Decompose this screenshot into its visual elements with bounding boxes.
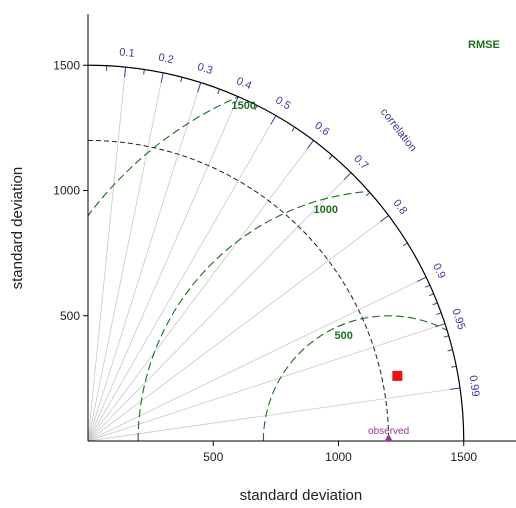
correlation-ray — [87, 72, 164, 442]
rmse-contours — [88, 65, 464, 441]
correlation-major-tick — [450, 387, 461, 390]
correlation-tick-label: 0.9 — [430, 262, 447, 281]
correlation-tick-label: 0.7 — [351, 153, 370, 172]
correlation-major-tick — [416, 276, 427, 283]
correlation-title: correlation — [378, 106, 419, 154]
correlation-major-tick — [197, 82, 202, 93]
y-tick-label: 1000 — [53, 184, 80, 198]
outer-arc — [87, 64, 465, 442]
correlation-tick-label: 0.2 — [157, 52, 174, 67]
correlation-minor-tick — [428, 293, 434, 297]
rmse-contour-label: 500 — [335, 330, 353, 342]
correlation-ray — [87, 140, 314, 442]
x-tick-label: 1000 — [325, 450, 352, 464]
correlation-tick-label: 0.1 — [119, 46, 135, 59]
correlation-tick-label: 0.6 — [312, 120, 331, 139]
correlation-ray — [87, 115, 277, 442]
data-points — [384, 370, 403, 441]
correlation-major-tick — [160, 72, 164, 83]
correlation-major-tick — [380, 215, 389, 222]
correlation-ray — [87, 387, 461, 442]
correlation-minor-tick — [365, 192, 371, 197]
correlation-minor-tick — [143, 69, 145, 75]
max-sd-arc — [87, 64, 465, 442]
x-tick-label: 1500 — [450, 450, 477, 464]
correlation-major-tick — [307, 140, 314, 149]
reference-arc — [87, 139, 390, 442]
rmse-contour-label: 1500 — [232, 100, 256, 112]
correlation-ray — [87, 67, 126, 442]
correlation-ray — [87, 172, 352, 442]
correlation-minor-tick — [254, 105, 258, 111]
rmse-contour-group — [88, 65, 464, 441]
y-axis-title: standard deviation — [9, 167, 26, 290]
correlation-minor-tick — [425, 284, 431, 288]
correlation-ray — [87, 323, 446, 442]
correlation-tick-label: 0.8 — [390, 197, 409, 216]
correlation-ray — [87, 276, 427, 442]
correlation-minor-tick — [432, 302, 438, 306]
correlation-minor-tick — [328, 155, 333, 160]
model-point — [392, 370, 403, 381]
rmse-contour-label: 1000 — [314, 204, 338, 216]
correlation-tick-label: 0.99 — [466, 375, 481, 398]
rmse-title: RMSE — [468, 39, 500, 51]
correlation-ray — [87, 215, 389, 442]
observed-label: observed — [368, 426, 409, 437]
correlation-tick-label: 0.95 — [449, 307, 467, 331]
correlation-ray — [87, 82, 202, 442]
correlation-major-tick — [124, 67, 127, 78]
axis-ticks: 500 1000 1500 500 1000 1500 — [53, 58, 477, 464]
correlation-major-tick — [435, 323, 446, 328]
y-tick-label: 1500 — [53, 58, 80, 72]
correlation-major-tick — [270, 115, 277, 125]
x-axis-title: standard deviation — [240, 487, 363, 504]
correlation-minor-tick — [291, 126, 296, 132]
plot-frame — [87, 14, 516, 442]
y-tick-label: 500 — [60, 309, 80, 323]
correlation-minor-tick — [217, 88, 220, 94]
rmse-contour — [137, 189, 464, 441]
correlation-tick-label: 0.5 — [273, 94, 292, 112]
correlation-major-tick — [343, 172, 352, 181]
correlation-ray — [87, 96, 239, 442]
observed-marker — [384, 434, 393, 441]
rmse-contour — [262, 315, 464, 441]
correlation-minor-tick — [443, 335, 449, 338]
correlation-tick-label: 0.3 — [196, 61, 214, 77]
observed-sd-arc — [87, 139, 390, 442]
correlation-minor-tick — [436, 312, 442, 315]
correlation-minor-tick — [402, 242, 408, 247]
correlation-rays — [87, 67, 461, 442]
correlation-minor-tick — [451, 365, 457, 368]
correlation-major-tick — [233, 96, 239, 106]
x-tick-label: 500 — [203, 450, 223, 464]
correlation-minor-tick — [180, 77, 183, 83]
chart-labels: 0.1 0.2 0.3 0.4 0.5 0.6 0.7 0.8 0.9 0.95 0.99 500 10… — [119, 46, 482, 397]
correlation-minor-tick — [447, 349, 453, 352]
correlation-tick-label: 0.4 — [235, 75, 254, 92]
